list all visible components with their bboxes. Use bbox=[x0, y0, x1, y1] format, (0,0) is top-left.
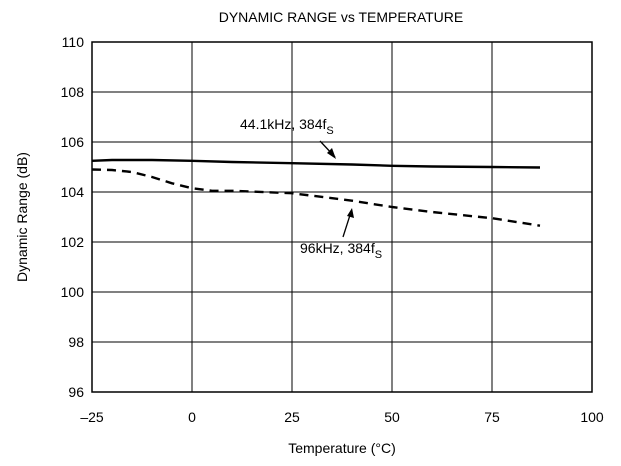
y-axis-label: Dynamic Range (dB) bbox=[14, 152, 30, 282]
y-tick-label: 98 bbox=[68, 334, 84, 350]
y-tick-labels: 96 98 100 102 104 106 108 110 bbox=[61, 34, 85, 400]
x-tick-label: 75 bbox=[484, 409, 500, 425]
x-tick-label: 25 bbox=[284, 409, 300, 425]
annotation-96k-label: 96kHz, 384fS bbox=[300, 240, 382, 261]
annotation-96k-arrowhead bbox=[347, 208, 354, 218]
y-tick-label: 100 bbox=[61, 284, 85, 300]
plot-frame bbox=[91, 41, 593, 393]
series-line-44k bbox=[91, 158, 541, 169]
grid-lines bbox=[91, 41, 593, 393]
x-tick-labels: –25 0 25 50 75 100 bbox=[80, 409, 604, 425]
annotation-44k-arrowhead bbox=[327, 148, 336, 159]
annotation-44k-sub: S bbox=[326, 125, 333, 137]
annotation-96k: 96kHz, 384fS bbox=[300, 208, 382, 261]
x-tick-label: 100 bbox=[580, 409, 604, 425]
y-tick-label: 110 bbox=[62, 34, 85, 50]
x-tick-label: 50 bbox=[384, 409, 400, 425]
x-axis-label: Temperature (°C) bbox=[288, 440, 396, 456]
y-tick-label: 102 bbox=[61, 234, 85, 250]
y-tick-label: 106 bbox=[61, 134, 85, 150]
annotation-96k-sub: S bbox=[375, 249, 382, 261]
annotation-44k: 44.1kHz, 384fS bbox=[240, 116, 336, 159]
annotation-44k-main: 44.1kHz, 384f bbox=[240, 116, 326, 132]
series-line-96k bbox=[91, 168, 541, 227]
annotation-44k-label: 44.1kHz, 384fS bbox=[240, 116, 334, 137]
series-lines bbox=[91, 158, 541, 227]
x-tick-label: 0 bbox=[188, 409, 196, 425]
y-tick-label: 104 bbox=[61, 184, 85, 200]
y-tick-label: 96 bbox=[68, 384, 84, 400]
chart-title: DYNAMIC RANGE vs TEMPERATURE bbox=[219, 9, 464, 25]
y-tick-label: 108 bbox=[61, 84, 85, 100]
annotation-96k-main: 96kHz, 384f bbox=[300, 240, 375, 256]
x-tick-label: –25 bbox=[80, 409, 104, 425]
